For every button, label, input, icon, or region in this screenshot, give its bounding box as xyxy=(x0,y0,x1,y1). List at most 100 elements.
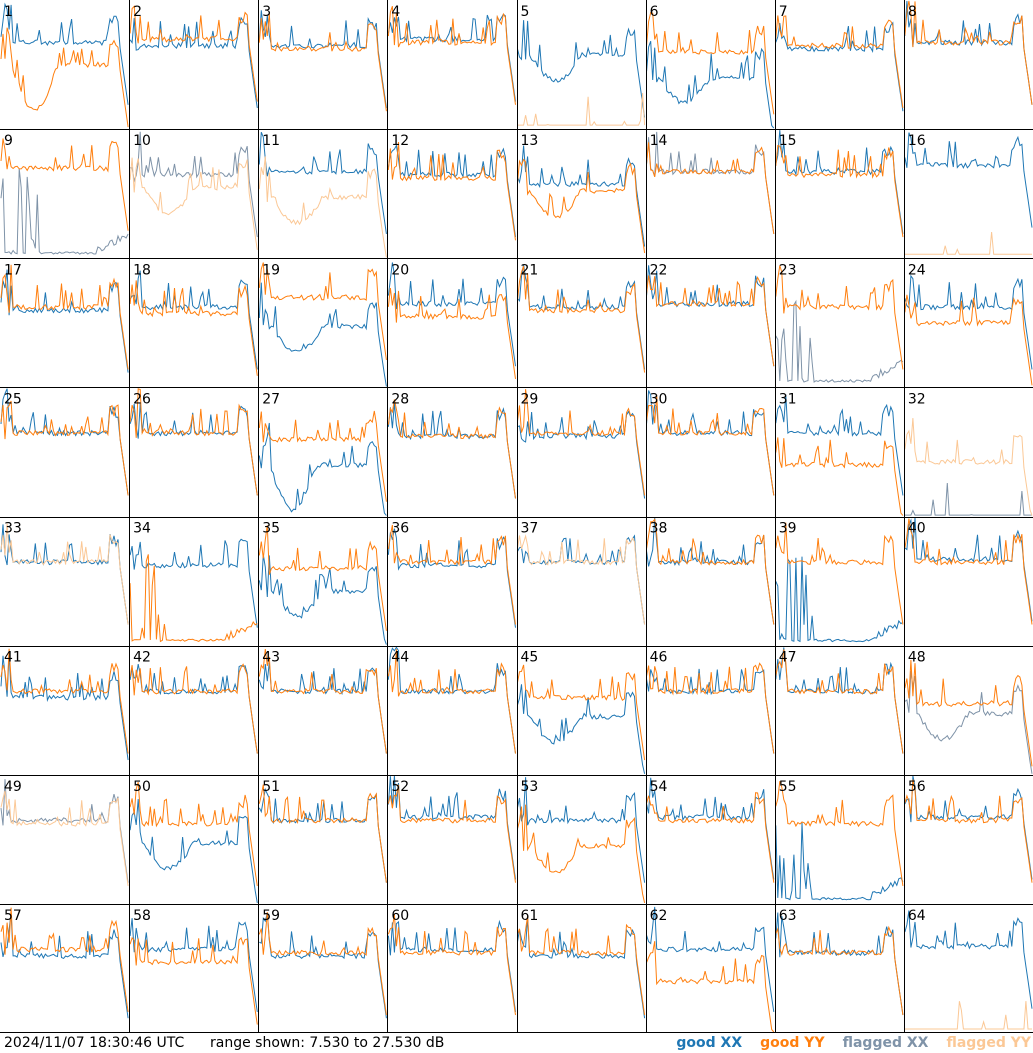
panel-64-number: 64 xyxy=(908,908,926,924)
panel-3-xx-line xyxy=(258,10,387,109)
panel-40-number: 40 xyxy=(908,521,926,537)
panel-10-xx-line xyxy=(130,131,258,238)
panel-19-number: 19 xyxy=(262,262,280,278)
panel-35-yy-line xyxy=(258,525,387,631)
panel-61: 61 xyxy=(517,908,646,1019)
panel-41-xx-line xyxy=(0,653,129,761)
panel-15: 15 xyxy=(775,130,904,238)
panel-27-xx-line xyxy=(258,422,387,516)
panel-12-xx-line xyxy=(387,143,516,238)
panel-1-yy-line xyxy=(0,27,129,128)
panel-49: 49 xyxy=(0,779,129,886)
timestamp-label: 2024/11/07 18:30:46 UTC xyxy=(4,1035,185,1051)
panel-16-xx-line xyxy=(904,132,1033,228)
panel-53: 53 xyxy=(517,777,646,904)
panel-3-yy-line xyxy=(258,13,387,112)
panel-36-yy-line xyxy=(387,524,516,625)
legend-good-xx: good XX xyxy=(676,1035,743,1051)
panel-60-yy-line xyxy=(387,914,516,1016)
panel-39-xx-line xyxy=(775,556,904,643)
panel-53-number: 53 xyxy=(521,779,539,795)
panel-41-yy-line xyxy=(0,648,129,754)
panel-22-xx-line xyxy=(646,265,775,367)
panel-48-yy-line xyxy=(904,659,1033,767)
panel-59: 59 xyxy=(258,908,387,1019)
panel-31-yy-line xyxy=(775,437,904,516)
panel-47-number: 47 xyxy=(779,650,797,666)
panel-58-number: 58 xyxy=(133,908,151,924)
panel-18: 18 xyxy=(129,262,258,376)
panel-23-yy-line xyxy=(775,265,904,370)
panel-28-xx-line xyxy=(387,403,516,499)
panel-42-number: 42 xyxy=(133,650,151,666)
panel-11-number: 11 xyxy=(262,133,280,149)
panel-21-number: 21 xyxy=(521,262,539,278)
range-label: range shown: 7.530 to 27.530 dB xyxy=(210,1035,445,1051)
panel-24: 24 xyxy=(904,262,1033,386)
panel-64-xx-line xyxy=(904,910,1033,1009)
panel-6-yy-line xyxy=(646,11,775,115)
panel-3: 3 xyxy=(258,4,387,112)
panel-55: 55 xyxy=(775,779,904,901)
panel-54-number: 54 xyxy=(650,779,668,795)
panel-43-number: 43 xyxy=(262,650,280,666)
panel-34-yy-line xyxy=(129,554,258,643)
panel-21: 21 xyxy=(517,262,646,373)
panel-2: 2 xyxy=(129,4,258,109)
panel-33-xx-line xyxy=(0,524,129,625)
panel-44-yy-line xyxy=(387,649,516,754)
panel-34-number: 34 xyxy=(133,521,151,537)
panel-45: 45 xyxy=(517,650,646,774)
panel-8-xx-line xyxy=(904,0,1033,105)
panel-63-xx-line xyxy=(775,912,904,1016)
panel-4: 4 xyxy=(387,4,516,105)
panel-29: 29 xyxy=(517,389,646,499)
panel-21-xx-line xyxy=(517,264,646,370)
panel-39: 39 xyxy=(775,521,904,643)
panel-1-xx-line xyxy=(0,2,129,105)
panel-60: 60 xyxy=(387,908,516,1016)
panel-4-yy-line xyxy=(387,6,516,105)
panel-58-xx-line xyxy=(129,918,258,1012)
panel-35-xx-line xyxy=(258,554,387,645)
panel-38-yy-line xyxy=(646,518,775,625)
panel-14: 14 xyxy=(646,131,775,234)
panel-63-number: 63 xyxy=(779,908,797,924)
panel-17: 17 xyxy=(0,262,129,373)
panel-46-xx-line xyxy=(646,668,775,754)
panel-57-yy-line xyxy=(0,907,129,1012)
panel-12-yy-line xyxy=(387,141,516,241)
panel-44: 44 xyxy=(387,646,516,754)
panel-29-number: 29 xyxy=(521,391,539,407)
panel-25: 25 xyxy=(0,388,129,496)
panel-16-yy-line xyxy=(904,231,1032,255)
panel-14-number: 14 xyxy=(650,133,668,149)
panel-5-yy-line xyxy=(517,92,646,126)
panel-30: 30 xyxy=(646,390,775,496)
panel-13-number: 13 xyxy=(521,133,539,149)
panel-55-yy-line xyxy=(775,781,904,886)
panel-3-number: 3 xyxy=(262,4,271,20)
legend-flagged-xx: flagged XX xyxy=(842,1035,929,1051)
panel-20-yy-line xyxy=(387,287,516,379)
panel-41: 41 xyxy=(0,648,129,761)
panel-28: 28 xyxy=(387,391,516,499)
panel-52-xx-line xyxy=(387,775,516,880)
panel-1: 1 xyxy=(0,2,129,128)
panel-23-xx-line xyxy=(775,299,904,383)
panel-64-yy-line xyxy=(904,1001,1032,1030)
panel-52-number: 52 xyxy=(391,779,409,795)
panel-57-xx-line xyxy=(0,913,129,1019)
panel-22: 22 xyxy=(646,262,775,367)
panel-15-number: 15 xyxy=(779,133,797,149)
panel-9: 9 xyxy=(0,133,129,255)
panel-17-number: 17 xyxy=(4,262,22,278)
panel-1-number: 1 xyxy=(4,4,13,20)
panel-54: 54 xyxy=(646,777,775,883)
panel-13: 13 xyxy=(517,133,646,254)
panel-40: 40 xyxy=(904,517,1033,625)
panel-19-yy-line xyxy=(258,262,387,360)
panel-27-yy-line xyxy=(258,410,387,502)
panel-29-yy-line xyxy=(517,389,646,496)
panel-61-number: 61 xyxy=(521,908,539,924)
